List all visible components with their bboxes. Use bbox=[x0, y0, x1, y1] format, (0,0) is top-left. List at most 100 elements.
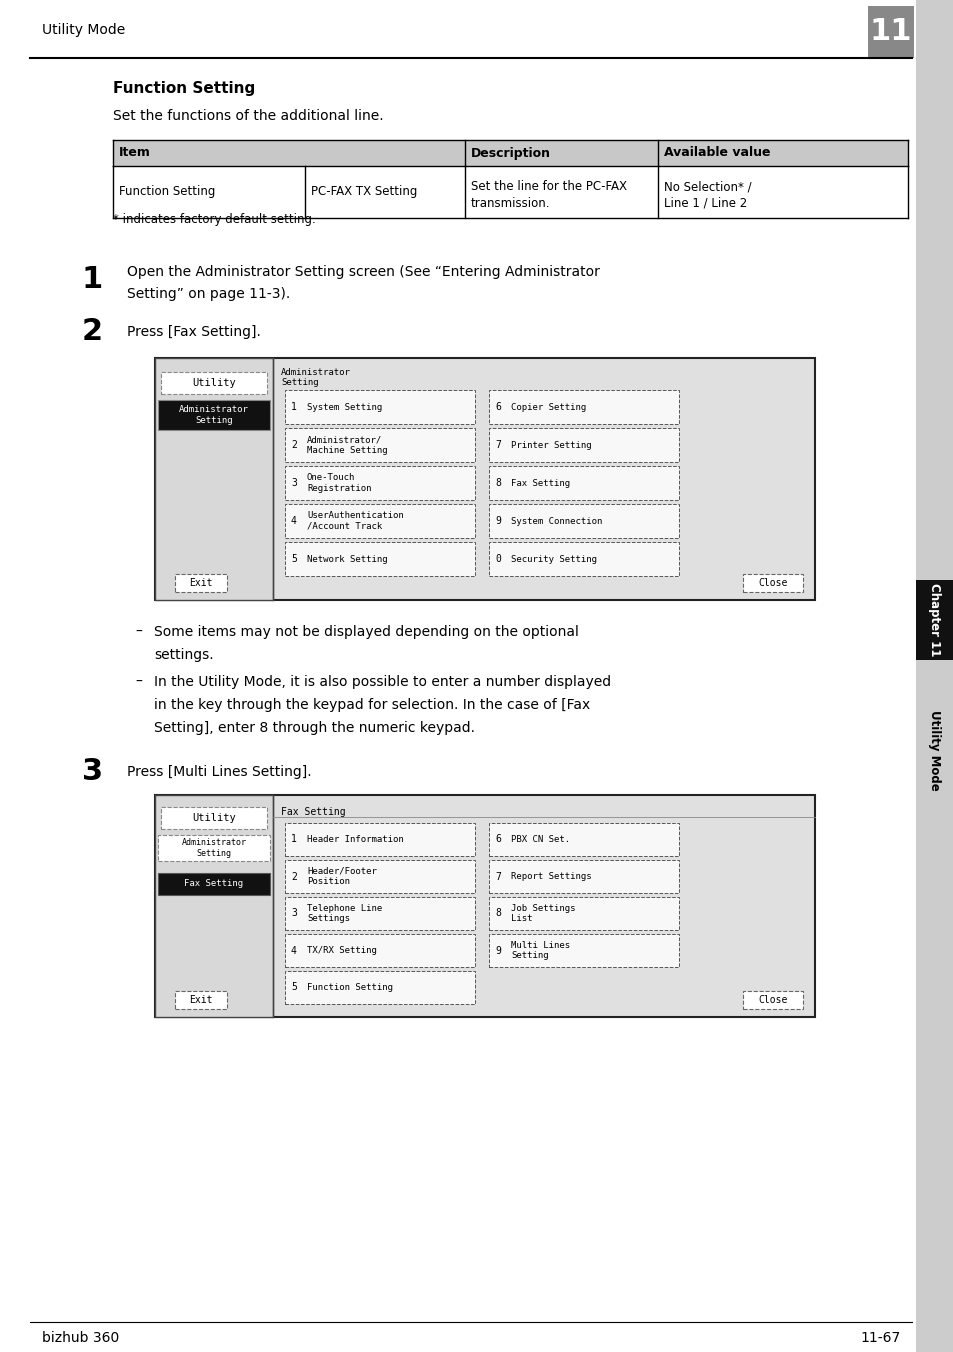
Text: Exit: Exit bbox=[189, 995, 213, 1005]
Text: Printer Setting: Printer Setting bbox=[511, 441, 591, 449]
Bar bbox=[285, 542, 475, 576]
Bar bbox=[158, 836, 270, 861]
Text: Multi Lines
Setting: Multi Lines Setting bbox=[511, 941, 570, 960]
Bar bbox=[174, 991, 227, 1009]
Bar bbox=[154, 795, 273, 1017]
Bar bbox=[285, 934, 475, 967]
Text: Press [Multi Lines Setting].: Press [Multi Lines Setting]. bbox=[127, 765, 312, 779]
Text: Utility Mode: Utility Mode bbox=[927, 710, 941, 791]
Text: PBX CN Set.: PBX CN Set. bbox=[511, 836, 570, 844]
Bar bbox=[285, 466, 475, 500]
Text: 5: 5 bbox=[291, 554, 296, 564]
Text: No Selection* /
Line 1 / Line 2: No Selection* / Line 1 / Line 2 bbox=[663, 180, 751, 210]
Text: 2: 2 bbox=[82, 318, 103, 346]
Text: in the key through the keypad for selection. In the case of [Fax: in the key through the keypad for select… bbox=[153, 698, 590, 713]
Text: –: – bbox=[135, 675, 142, 690]
Text: 1: 1 bbox=[82, 265, 103, 295]
Text: 8: 8 bbox=[495, 909, 500, 918]
Bar bbox=[174, 575, 227, 592]
Text: Open the Administrator Setting screen (See “Entering Administrator: Open the Administrator Setting screen (S… bbox=[127, 265, 599, 279]
Bar bbox=[489, 934, 679, 967]
Text: Fax Setting: Fax Setting bbox=[281, 807, 345, 817]
Bar bbox=[154, 358, 814, 600]
Text: Setting], enter 8 through the numeric keypad.: Setting], enter 8 through the numeric ke… bbox=[153, 721, 475, 735]
Text: Telephone Line
Settings: Telephone Line Settings bbox=[307, 903, 382, 923]
Text: 0: 0 bbox=[495, 554, 500, 564]
Text: PC-FAX TX Setting: PC-FAX TX Setting bbox=[311, 185, 416, 199]
Text: Function Setting: Function Setting bbox=[112, 81, 255, 96]
Text: 3: 3 bbox=[291, 909, 296, 918]
Text: 7: 7 bbox=[495, 872, 500, 882]
Text: 9: 9 bbox=[495, 516, 500, 526]
Text: Fax Setting: Fax Setting bbox=[511, 479, 570, 488]
Text: TX/RX Setting: TX/RX Setting bbox=[307, 946, 376, 955]
Bar bbox=[285, 504, 475, 538]
Text: Available value: Available value bbox=[663, 146, 770, 160]
Text: settings.: settings. bbox=[153, 648, 213, 662]
Bar bbox=[285, 971, 475, 1005]
Text: Setting: Setting bbox=[281, 379, 318, 387]
Bar bbox=[158, 400, 270, 430]
Text: bizhub 360: bizhub 360 bbox=[42, 1330, 119, 1345]
Text: Administrator
Setting: Administrator Setting bbox=[179, 406, 249, 425]
Text: Header/Footer
Position: Header/Footer Position bbox=[307, 867, 376, 886]
Bar bbox=[489, 860, 679, 894]
Bar bbox=[915, 0, 953, 1352]
Text: Function Setting: Function Setting bbox=[119, 185, 215, 199]
Text: Utility Mode: Utility Mode bbox=[42, 23, 125, 37]
Text: Description: Description bbox=[471, 146, 551, 160]
Text: 1: 1 bbox=[291, 834, 296, 845]
Text: Close: Close bbox=[758, 579, 787, 588]
Bar bbox=[742, 991, 802, 1009]
Text: One-Touch
Registration: One-Touch Registration bbox=[307, 473, 371, 492]
Text: Utility: Utility bbox=[192, 379, 235, 388]
Bar bbox=[285, 823, 475, 856]
Text: UserAuthentication
/Account Track: UserAuthentication /Account Track bbox=[307, 511, 403, 531]
Text: Press [Fax Setting].: Press [Fax Setting]. bbox=[127, 324, 260, 339]
Bar bbox=[154, 358, 273, 600]
Bar bbox=[489, 389, 679, 425]
Text: In the Utility Mode, it is also possible to enter a number displayed: In the Utility Mode, it is also possible… bbox=[153, 675, 611, 690]
Bar bbox=[112, 141, 907, 166]
Text: Function Setting: Function Setting bbox=[307, 983, 393, 992]
Text: 6: 6 bbox=[495, 834, 500, 845]
Text: Report Settings: Report Settings bbox=[511, 872, 591, 882]
Text: System Connection: System Connection bbox=[511, 516, 601, 526]
Text: 2: 2 bbox=[291, 439, 296, 450]
Text: –: – bbox=[135, 625, 142, 639]
Text: Utility: Utility bbox=[192, 813, 235, 823]
Bar bbox=[154, 795, 814, 1017]
Bar bbox=[161, 372, 267, 393]
Text: Job Settings
List: Job Settings List bbox=[511, 903, 575, 923]
Text: 4: 4 bbox=[291, 516, 296, 526]
Bar bbox=[285, 429, 475, 462]
Bar bbox=[285, 896, 475, 930]
Text: 11-67: 11-67 bbox=[859, 1330, 900, 1345]
Text: Item: Item bbox=[119, 146, 151, 160]
Bar bbox=[915, 580, 953, 660]
Text: Copier Setting: Copier Setting bbox=[511, 403, 586, 411]
Bar bbox=[158, 873, 270, 895]
Bar bbox=[489, 823, 679, 856]
Text: 4: 4 bbox=[291, 945, 296, 956]
Bar bbox=[867, 5, 913, 58]
Text: Fax Setting: Fax Setting bbox=[184, 880, 243, 888]
Text: Administrator/
Machine Setting: Administrator/ Machine Setting bbox=[307, 435, 387, 454]
Text: Security Setting: Security Setting bbox=[511, 554, 597, 564]
Text: 9: 9 bbox=[495, 945, 500, 956]
Bar bbox=[489, 504, 679, 538]
Text: Exit: Exit bbox=[189, 579, 213, 588]
Bar bbox=[489, 466, 679, 500]
Bar bbox=[285, 389, 475, 425]
Bar bbox=[285, 860, 475, 894]
Text: Chapter 11: Chapter 11 bbox=[927, 583, 941, 657]
Text: 2: 2 bbox=[291, 872, 296, 882]
Text: Set the functions of the additional line.: Set the functions of the additional line… bbox=[112, 110, 383, 123]
Text: 6: 6 bbox=[495, 402, 500, 412]
Text: Network Setting: Network Setting bbox=[307, 554, 387, 564]
Text: 7: 7 bbox=[495, 439, 500, 450]
Text: Administrator
Setting: Administrator Setting bbox=[181, 838, 246, 859]
Bar bbox=[489, 896, 679, 930]
Bar bbox=[489, 429, 679, 462]
Bar bbox=[161, 807, 267, 829]
